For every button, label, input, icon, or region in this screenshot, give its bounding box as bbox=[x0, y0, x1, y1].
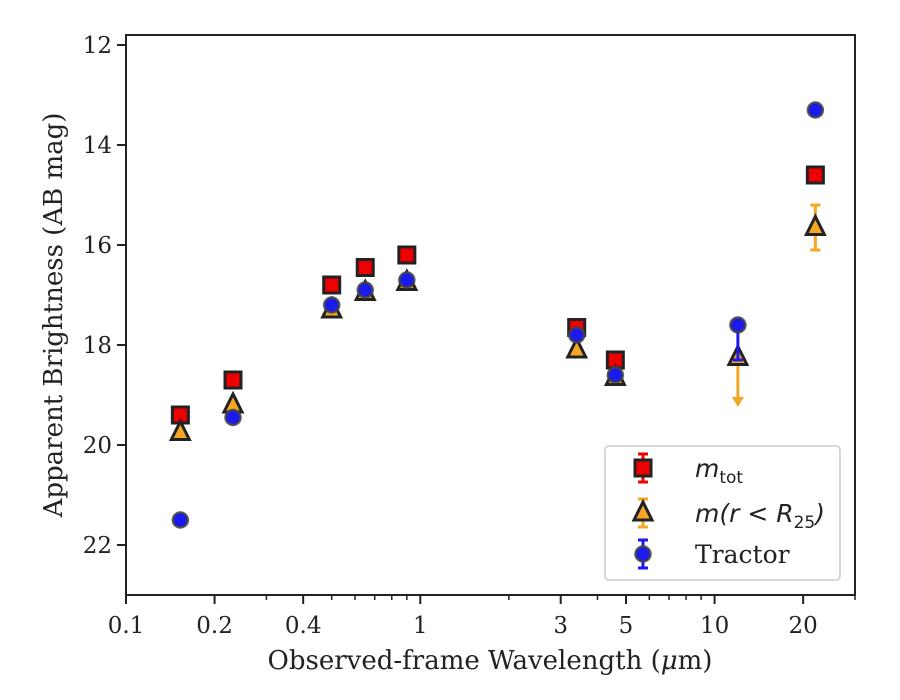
series-mtot bbox=[170, 165, 825, 425]
y-tick-label: 20 bbox=[83, 433, 112, 459]
legend-marker-mr25 bbox=[631, 498, 655, 522]
data-point-tractor bbox=[322, 296, 341, 314]
data-point-mtot bbox=[223, 370, 243, 390]
data-point-tractor bbox=[356, 281, 374, 299]
y-tick-label: 22 bbox=[83, 533, 112, 559]
series-mr25 bbox=[168, 203, 827, 441]
x-tick-label: 3 bbox=[553, 613, 568, 639]
data-point-mtot bbox=[355, 258, 375, 277]
legend: mtot m(r < R25) Tractor bbox=[604, 445, 841, 581]
upper-limit-arrow bbox=[731, 397, 744, 407]
legend-label-mtot: mtot bbox=[695, 454, 743, 488]
x-tick-label: 20 bbox=[789, 613, 818, 639]
data-point-mr25 bbox=[565, 335, 589, 359]
data-point-tractor bbox=[729, 316, 747, 334]
y-axis-label: Apparent Brightness (AB mag) bbox=[39, 113, 69, 519]
y-tick-label: 16 bbox=[83, 233, 112, 259]
data-point-mtot bbox=[397, 245, 417, 265]
y-tick-label: 18 bbox=[83, 333, 112, 359]
legend-label-tractor: Tractor bbox=[695, 540, 790, 569]
x-tick-label: 5 bbox=[619, 613, 634, 639]
data-point-tractor bbox=[224, 408, 242, 427]
x-axis-ticks: 0.1 0.2 0.4 1 3 5 10 20 bbox=[108, 595, 818, 639]
data-point-mr25 bbox=[168, 418, 192, 441]
y-tick-label: 12 bbox=[83, 33, 112, 59]
data-point-mr25 bbox=[803, 213, 827, 236]
x-tick-label: 10 bbox=[700, 613, 729, 639]
data-point-mtot bbox=[805, 165, 825, 185]
x-tick-label: 0.2 bbox=[196, 613, 233, 639]
data-point-tractor bbox=[171, 511, 190, 529]
x-tick-label: 0.4 bbox=[285, 613, 322, 639]
legend-marker-mtot bbox=[633, 458, 653, 478]
x-tick-label: 1 bbox=[413, 613, 428, 639]
legend-marker-tractor bbox=[634, 545, 652, 563]
data-point-mtot bbox=[322, 275, 342, 295]
plot-frame bbox=[125, 34, 856, 596]
data-point-tractor bbox=[606, 366, 625, 384]
legend-frame bbox=[604, 445, 841, 581]
x-axis-label: Observed-frame Wavelength (μm) bbox=[268, 646, 713, 676]
series-tractor bbox=[171, 101, 825, 529]
data-point-tractor bbox=[398, 271, 416, 289]
legend-label-mr25: m(r < R25) bbox=[695, 499, 825, 533]
plot-points bbox=[168, 101, 827, 529]
data-point-tractor bbox=[567, 326, 586, 344]
y-tick-label: 14 bbox=[83, 133, 112, 159]
x-tick-label: 0.1 bbox=[108, 613, 145, 639]
legend-markers bbox=[631, 452, 655, 570]
y-axis-ticks: 12 14 16 18 20 22 bbox=[83, 33, 126, 559]
data-point-tractor bbox=[806, 101, 825, 119]
